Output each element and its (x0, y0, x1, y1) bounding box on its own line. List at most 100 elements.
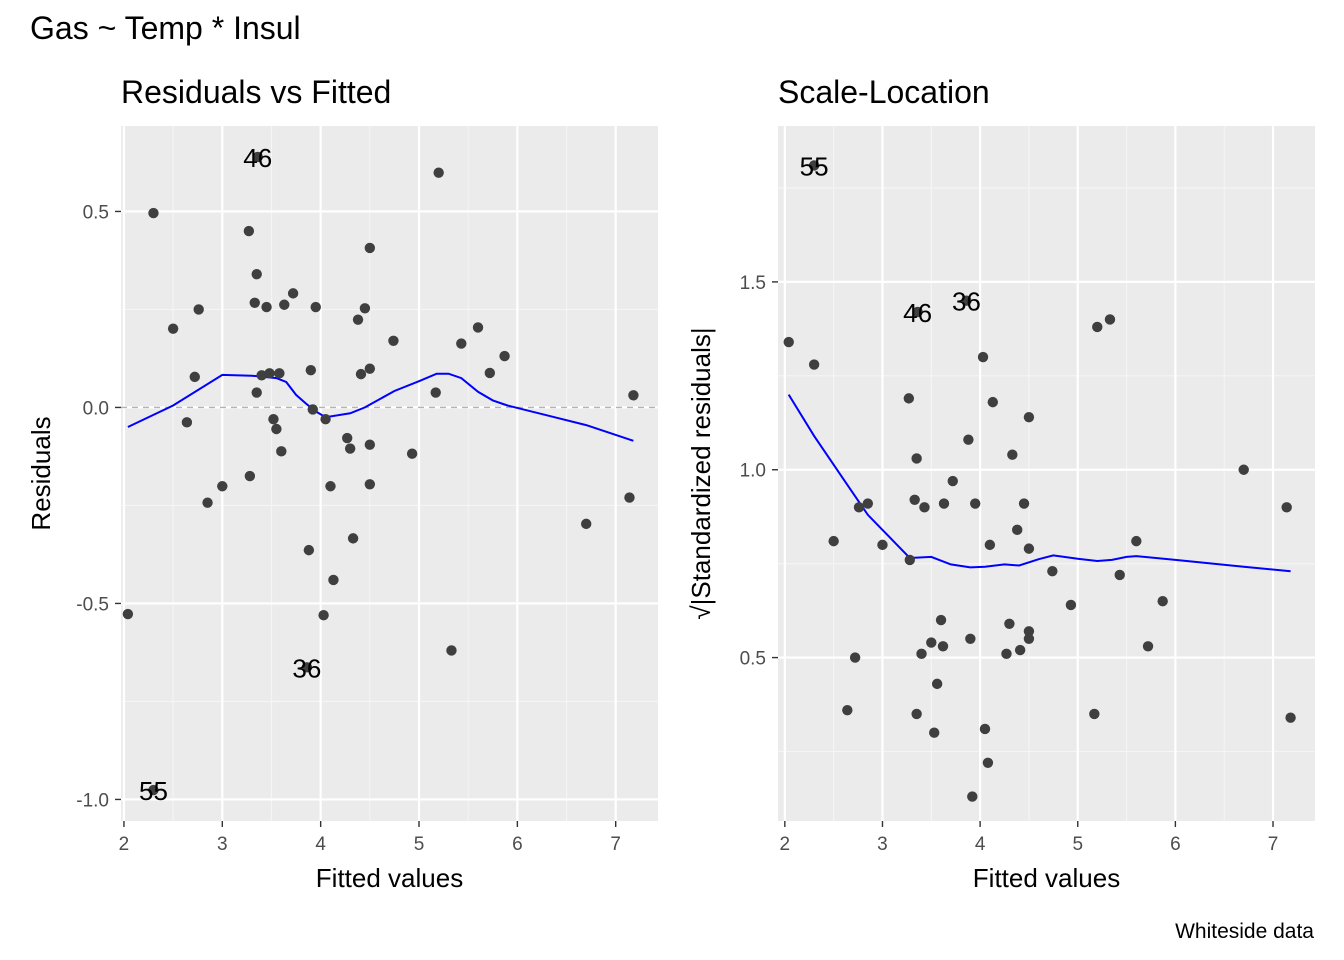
data-point (904, 554, 916, 566)
data-point (122, 608, 134, 620)
data-point (1114, 569, 1125, 581)
data-point (279, 299, 290, 310)
data-point (1001, 648, 1012, 660)
point-label: 36 (292, 653, 321, 683)
x-tick-label: 2 (119, 834, 130, 855)
data-point (916, 648, 927, 660)
data-point (305, 365, 317, 376)
data-point (1023, 543, 1035, 554)
y-tick-label: 0.5 (740, 649, 766, 670)
data-point (252, 151, 263, 163)
page-title: Gas ~ Temp * Insul (30, 10, 301, 46)
x-axis-label: Fitted values (316, 863, 463, 893)
data-point (919, 502, 930, 513)
data-point (947, 475, 958, 487)
data-point (1012, 524, 1023, 536)
data-point (977, 351, 989, 363)
data-point (1023, 626, 1035, 637)
data-point (1157, 596, 1168, 607)
data-point (364, 439, 376, 450)
data-point (472, 322, 484, 333)
data-point (320, 414, 331, 425)
data-point (783, 336, 794, 348)
data-point (1238, 464, 1249, 475)
data-point (301, 662, 313, 673)
data-point (484, 367, 496, 379)
data-point (938, 498, 950, 509)
data-point (1285, 712, 1296, 723)
data-point (251, 268, 262, 280)
data-point (1131, 535, 1142, 547)
point-label: 55 (800, 151, 829, 181)
x-tick-label: 7 (610, 834, 621, 855)
data-point (842, 704, 853, 716)
y-tick-label: 1.0 (740, 461, 766, 482)
data-point (256, 370, 267, 381)
data-point (967, 791, 978, 802)
x-tick-label: 5 (1072, 834, 1083, 855)
data-point (364, 242, 376, 254)
data-point (274, 368, 285, 379)
data-point (982, 757, 994, 768)
data-point (1142, 641, 1154, 652)
data-point (1092, 321, 1103, 333)
data-point (984, 539, 996, 551)
data-point (808, 359, 820, 370)
data-point (325, 481, 336, 492)
data-point (963, 434, 974, 445)
x-axis-label: Fitted values (973, 863, 1120, 893)
panel-2: 55 46 36 2 3 4 5 6 7 0.5 1.0 1.5 Scale-Location Fitte… (686, 74, 1315, 893)
panel-1: 46 36 55 2 3 4 5 6 7 -1.0 -0.5 0.0 0.5 Residuals vs F… (26, 74, 658, 893)
data-point (189, 371, 200, 383)
data-point (1281, 502, 1292, 513)
y-axis-label: Residuals (26, 416, 56, 530)
data-point (877, 539, 888, 551)
x-tick-label: 4 (975, 834, 986, 855)
data-point (167, 323, 179, 334)
data-point (909, 494, 920, 505)
data-point (1004, 618, 1015, 629)
data-point (318, 610, 329, 621)
data-point (1018, 498, 1030, 509)
data-point (987, 396, 998, 408)
data-point (249, 297, 260, 308)
x-tick-label: 2 (780, 834, 791, 855)
y-tick-label: 0.0 (83, 398, 109, 419)
data-point (202, 497, 213, 508)
data-point (251, 387, 262, 398)
y-tick-label: -0.5 (76, 594, 109, 615)
y-axis-label: √|Standardized residuals| (686, 327, 716, 619)
panel-background (778, 126, 1315, 821)
data-point (406, 448, 418, 459)
data-point (1014, 644, 1026, 656)
data-point (1023, 411, 1035, 423)
data-point (937, 641, 949, 652)
data-point (287, 288, 299, 299)
point-label: 55 (139, 776, 168, 806)
panel-background (121, 126, 658, 821)
data-point (347, 533, 359, 544)
data-point (1104, 314, 1116, 325)
data-point (261, 301, 272, 313)
data-point (624, 492, 635, 503)
data-point (352, 314, 364, 325)
data-point (628, 390, 639, 401)
data-point (970, 498, 981, 509)
x-tick-label: 3 (217, 834, 228, 855)
x-tick-label: 6 (512, 834, 523, 855)
y-tick-label: -1.0 (76, 790, 109, 811)
data-point (903, 393, 915, 404)
data-point (344, 443, 356, 454)
data-point (430, 387, 441, 398)
data-point (935, 614, 947, 626)
data-point (243, 225, 255, 237)
x-tick-label: 5 (414, 834, 425, 855)
data-point (193, 304, 204, 315)
data-point (929, 727, 940, 738)
data-point (926, 637, 937, 648)
data-point (355, 368, 367, 380)
data-point (581, 518, 592, 530)
x-tick-label: 4 (315, 834, 326, 855)
data-point (828, 535, 839, 547)
smooth-line (787, 394, 1291, 573)
